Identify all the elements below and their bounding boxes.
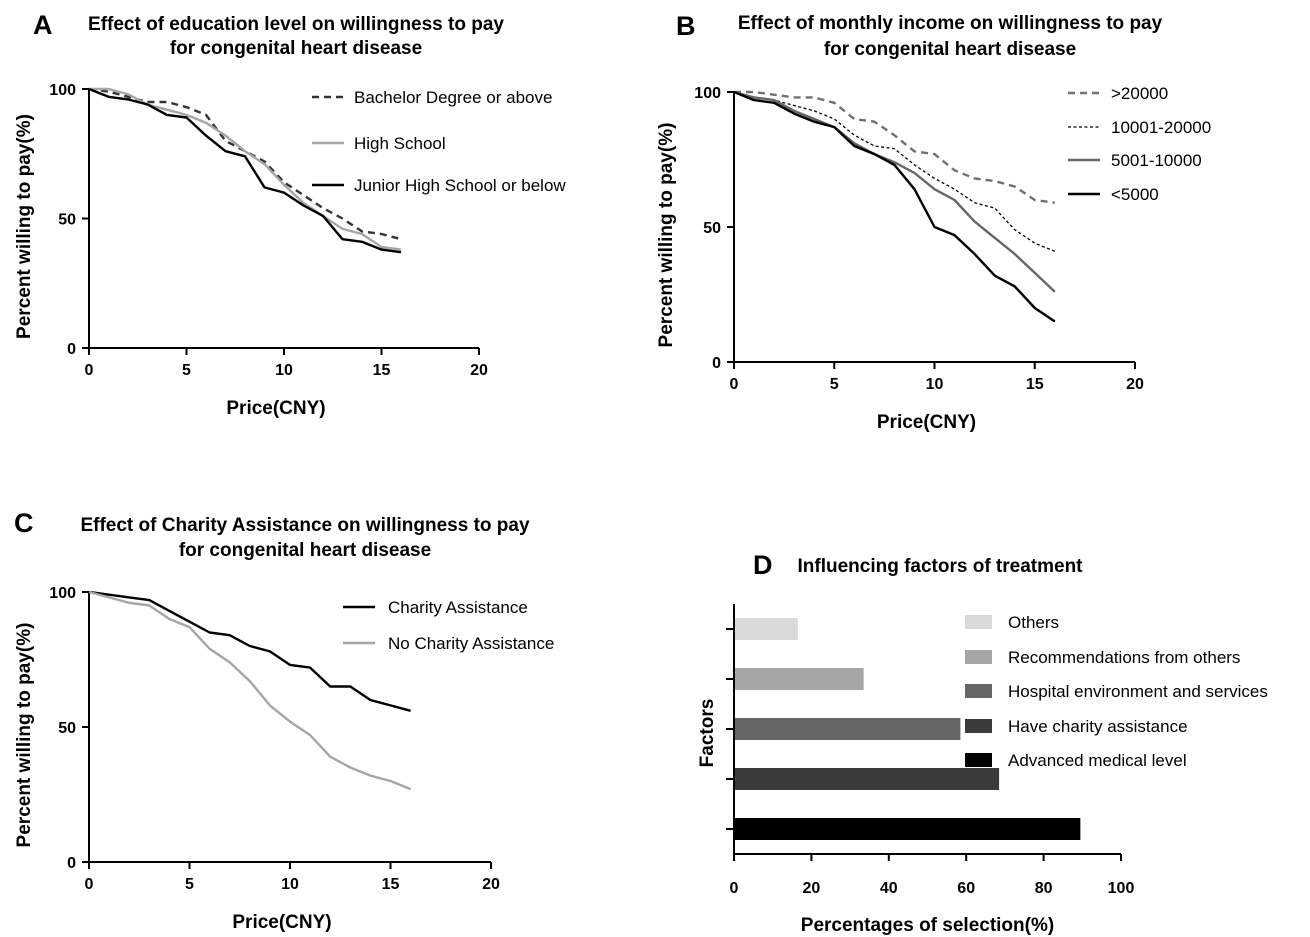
panel-letter: D	[753, 550, 773, 580]
x-tick-label: 5	[830, 376, 839, 393]
legend-swatch	[965, 684, 992, 698]
series-line	[88, 590, 411, 712]
chart-title: for congenital heart disease	[824, 39, 1076, 60]
x-tick-label: 15	[373, 362, 391, 379]
x-tick-label: 80	[1035, 880, 1053, 897]
x-axis-label: Price(CNY)	[232, 912, 331, 933]
x-tick-label: 0	[85, 876, 94, 893]
x-tick-label: 0	[730, 880, 739, 897]
legend-label: High School	[354, 134, 446, 153]
y-axis-label: Factors	[697, 699, 718, 768]
legend-label: >20000	[1111, 84, 1168, 103]
y-axis-label: Percent willing to pay(%)	[14, 114, 35, 339]
bar	[735, 818, 1081, 840]
x-axis-label: Percentages of selection(%)	[801, 915, 1054, 936]
chart-title: Effect of education level on willingness…	[88, 14, 504, 35]
legend-label: Hospital environment and services	[1008, 682, 1268, 701]
series-line	[88, 87, 402, 254]
x-tick-label: 20	[803, 880, 821, 897]
x-tick-label: 10	[281, 876, 299, 893]
x-tick-label: 20	[470, 362, 488, 379]
x-tick-label: 15	[382, 876, 400, 893]
legend-swatch	[965, 719, 992, 733]
x-tick-label: 0	[730, 376, 739, 393]
y-tick-label: 50	[703, 220, 721, 237]
series-line	[733, 90, 1056, 293]
bar	[735, 668, 864, 690]
bar	[735, 768, 1000, 790]
x-tick-label: 60	[957, 880, 975, 897]
x-tick-label: 5	[185, 876, 194, 893]
x-tick-label: 20	[482, 876, 500, 893]
panel-education-chart: A Effect of education level on willingnes…	[14, 10, 566, 419]
y-tick-label: 50	[58, 720, 76, 737]
legend-label: Recommendations from others	[1008, 648, 1240, 667]
legend-swatch	[965, 650, 992, 664]
panel-letter: B	[676, 11, 696, 41]
chart-title: for congenital heart disease	[179, 540, 431, 561]
legend-label: 5001-10000	[1111, 151, 1202, 170]
series-line	[89, 87, 402, 251]
y-axis-label: Percent willing to pay(%)	[14, 623, 35, 848]
legend-label: Others	[1008, 613, 1059, 632]
series-line	[733, 90, 1056, 323]
x-tick-label: 20	[1126, 376, 1144, 393]
y-tick-label: 100	[49, 82, 76, 99]
series-line	[734, 90, 1055, 204]
legend-label: <5000	[1111, 185, 1159, 204]
legend-label: Junior High School or below	[354, 176, 566, 195]
x-tick-label: 5	[182, 362, 191, 379]
y-tick-label: 100	[694, 85, 721, 102]
x-axis-label: Price(CNY)	[877, 412, 976, 433]
legend-swatch	[965, 753, 992, 767]
x-tick-label: 10	[275, 362, 293, 379]
legend-label: Have charity assistance	[1008, 717, 1188, 736]
y-tick-label: 0	[712, 355, 721, 372]
chart-title: Effect of Charity Assistance on willingn…	[80, 515, 529, 536]
panel-letter: A	[33, 10, 53, 40]
series-line	[88, 87, 402, 241]
chart-title: for congenital heart disease	[170, 38, 422, 59]
y-tick-label: 50	[58, 212, 76, 229]
series-line	[88, 590, 412, 791]
legend-label: 10001-20000	[1111, 118, 1211, 137]
x-axis-label: Price(CNY)	[226, 398, 325, 419]
panel-income-chart: B Effect of monthly income on willingness…	[656, 11, 1211, 433]
y-tick-label: 0	[67, 341, 76, 358]
x-tick-label: 10	[926, 376, 944, 393]
legend-label: Advanced medical level	[1008, 751, 1187, 770]
panel-factors-chart: D Influencing factors of treatment 0 20 40 60…	[697, 550, 1268, 936]
legend-label: No Charity Assistance	[388, 634, 554, 653]
x-tick-label: 15	[1026, 376, 1044, 393]
bar	[735, 618, 798, 640]
legend-label: Bachelor Degree or above	[354, 88, 552, 107]
x-tick-label: 100	[1108, 880, 1135, 897]
chart-title: Influencing factors of treatment	[797, 556, 1083, 577]
panel-charity-chart: C Effect of Charity Assistance on willing…	[14, 508, 554, 933]
x-tick-label: 40	[880, 880, 898, 897]
chart-title: Effect of monthly income on willingness …	[738, 13, 1163, 34]
legend-label: Charity Assistance	[388, 598, 528, 617]
legend-swatch	[965, 615, 992, 629]
panel-letter: C	[14, 508, 34, 538]
bar	[735, 718, 961, 740]
series-line	[733, 91, 1056, 252]
y-tick-label: 100	[49, 585, 76, 602]
x-tick-label: 0	[85, 362, 94, 379]
y-tick-label: 0	[67, 855, 76, 872]
y-axis-label: Percent willing to pay(%)	[656, 123, 677, 348]
